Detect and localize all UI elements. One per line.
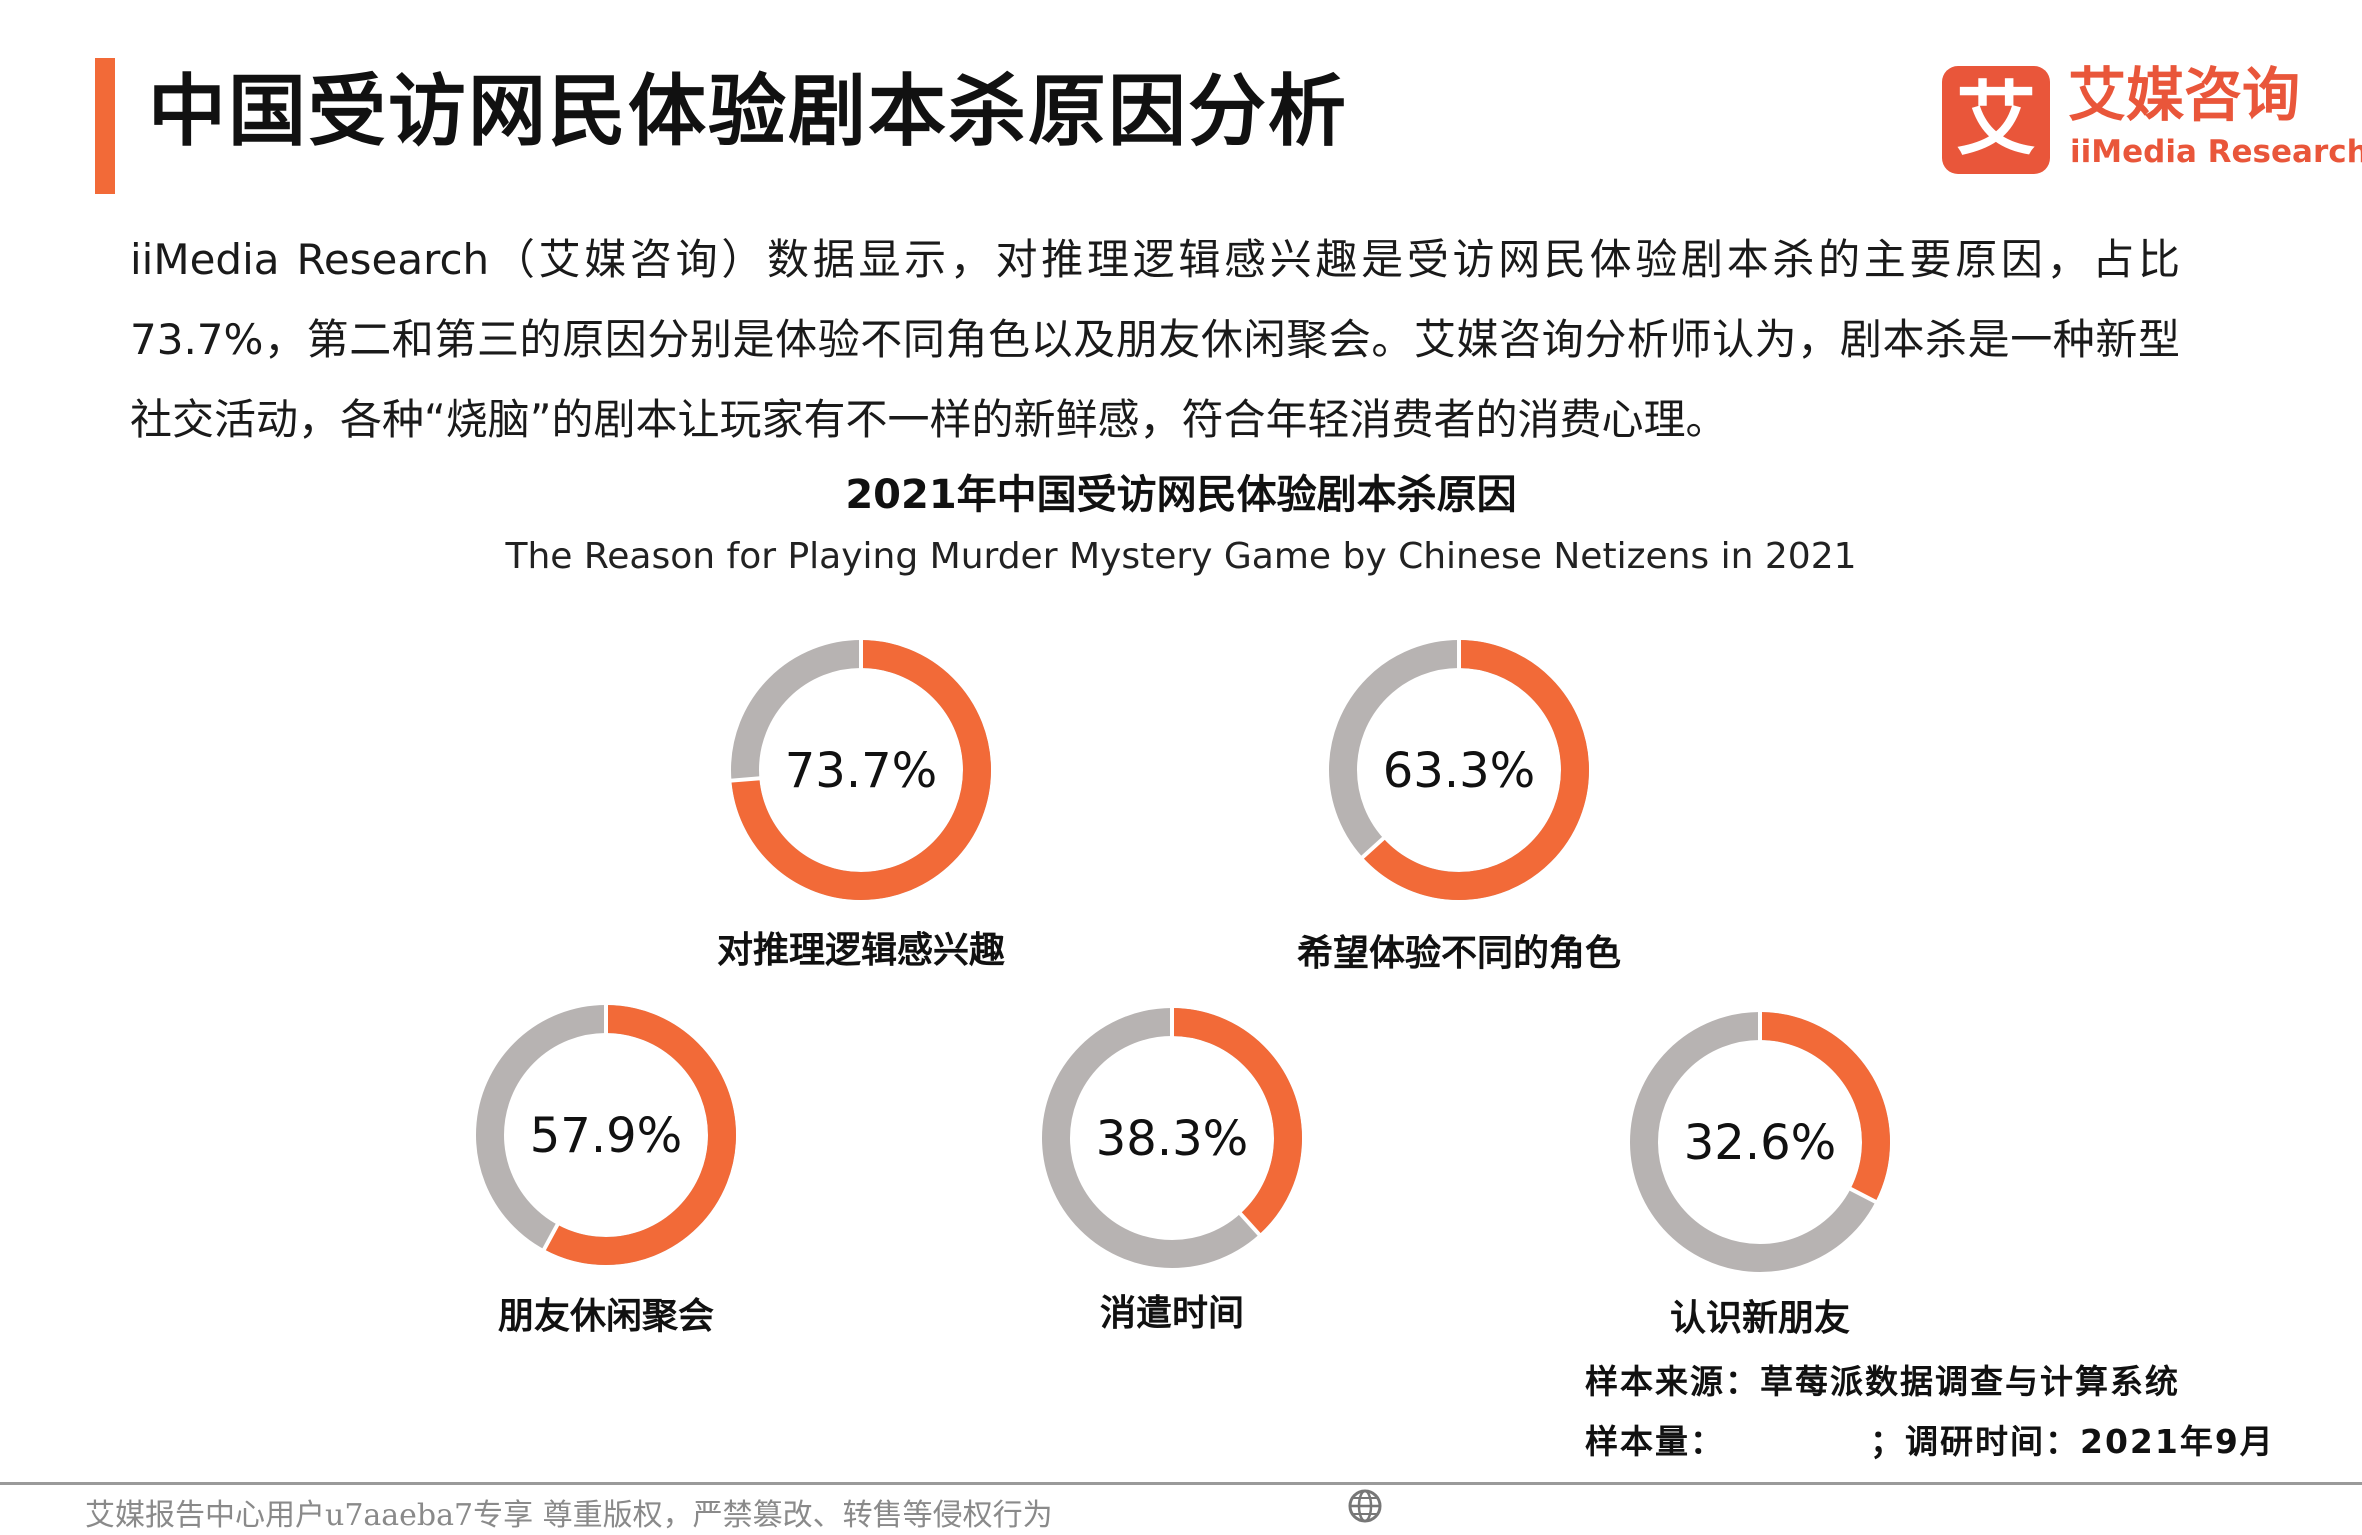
donut-separator: [1360, 836, 1386, 860]
donut-value-label: 38.3%: [1096, 1111, 1248, 1167]
brand-logo: 艾 艾媒咨询 iiMedia Research: [1942, 61, 2362, 176]
footer-divider: [0, 1482, 2362, 1485]
donut-separator: [730, 776, 761, 783]
donut-value-label: 32.6%: [1684, 1115, 1836, 1171]
donut-category-label: 朋友休闲聚会: [498, 1296, 714, 1337]
logo-mark-icon: 艾: [1942, 66, 2050, 174]
sample-source-note: 样本来源：草莓派数据调查与计算系统: [1585, 1362, 2180, 1401]
donut-2: 63.3% 希望体验不同的角色: [1297, 639, 1621, 974]
chart-title: 2021年中国受访网民体验剧本杀原因: [845, 472, 1517, 518]
description-paragraph: iiMedia Research（艾媒咨询）数据显示，对推理逻辑感兴趣是受访网民…: [130, 235, 2180, 444]
donut-separator: [1848, 1186, 1878, 1204]
logo-name-cn: 艾媒咨询: [2068, 61, 2301, 129]
donut-3: 57.9% 朋友休闲聚会: [476, 1004, 736, 1337]
survey-time: ；调研时间：2021年9月: [1870, 1422, 2275, 1461]
footer-copyright: 艾媒报告中心用户u7aaeba7专享 尊重版权，严禁篡改、转售等侵权行为: [85, 1498, 1053, 1533]
donut-category-label: 消遣时间: [1100, 1293, 1244, 1334]
donut-value-label: 73.7%: [785, 743, 937, 799]
donut-separator: [541, 1222, 560, 1252]
sample-size-label: 样本量：: [1585, 1422, 1725, 1461]
title-accent-bar: [95, 58, 115, 194]
donut-1: 73.7% 对推理逻辑感兴趣: [717, 639, 1005, 971]
globe-icon: [1348, 1489, 1382, 1523]
donut-value-label: 57.9%: [530, 1108, 682, 1164]
donut-category-label: 希望体验不同的角色: [1297, 933, 1621, 974]
page-title: 中国受访网民体验剧本杀原因分析: [148, 67, 1349, 157]
donut-4: 38.3% 消遣时间: [1042, 1007, 1302, 1334]
donut-separator: [1238, 1211, 1262, 1237]
chart-subtitle: The Reason for Playing Murder Mystery Ga…: [505, 536, 1857, 577]
donut-value-label: 63.3%: [1383, 743, 1535, 799]
donut-category-label: 对推理逻辑感兴趣: [717, 930, 1005, 971]
donut-category-label: 认识新朋友: [1670, 1298, 1850, 1339]
donut-5: 32.6% 认识新朋友: [1630, 1011, 1890, 1339]
logo-name-en: iiMedia Research: [2070, 134, 2362, 170]
sample-size-note: 样本量： ；调研时间：2021年9月: [1585, 1415, 2275, 1463]
